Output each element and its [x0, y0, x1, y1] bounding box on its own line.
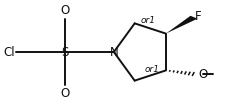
- Text: or1: or1: [144, 65, 159, 74]
- Text: N: N: [109, 46, 118, 58]
- Polygon shape: [165, 16, 197, 34]
- Text: or1: or1: [140, 16, 155, 25]
- Text: S: S: [61, 46, 68, 58]
- Text: Cl: Cl: [3, 46, 15, 58]
- Text: O: O: [60, 87, 69, 100]
- Text: O: O: [60, 4, 69, 17]
- Text: O: O: [198, 68, 207, 81]
- Text: F: F: [194, 10, 201, 23]
